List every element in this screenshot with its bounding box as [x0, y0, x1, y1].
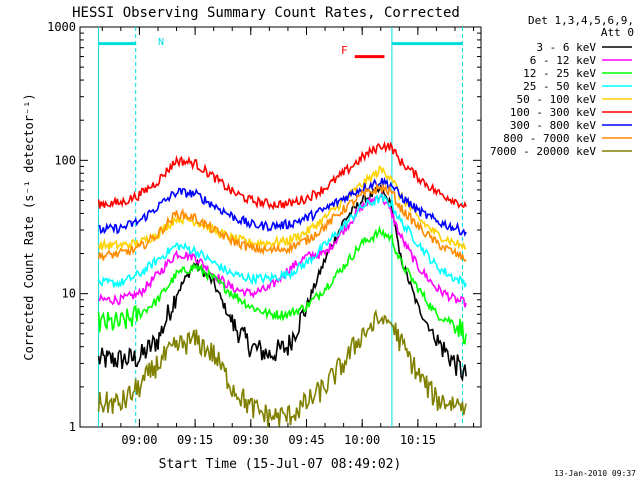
y-axis-label: Corrected Count Rate (s⁻¹ detector⁻¹): [22, 93, 36, 360]
series-line-6: [98, 176, 467, 237]
y-tick-label: 1000: [47, 20, 76, 34]
legend-label-8: 7000 - 20000 keV: [490, 145, 596, 158]
x-axis-label: Start Time (15-Jul-07 08:49:02): [159, 457, 402, 472]
chart-title: HESSI Observing Summary Count Rates, Cor…: [72, 5, 460, 21]
y-tick-label: 10: [62, 287, 76, 301]
legend-label-4: 50 - 100 keV: [517, 93, 597, 106]
series-line-7: [97, 182, 467, 263]
legend-label-1: 6 - 12 keV: [530, 54, 597, 67]
y-tick-label: 100: [54, 153, 76, 167]
legend-label-0: 3 - 6 keV: [536, 41, 596, 54]
series-line-2: [97, 225, 467, 345]
legend-label-7: 800 - 7000 keV: [503, 132, 596, 145]
x-tick-label: 09:30: [233, 433, 269, 447]
series-layer: [97, 140, 467, 428]
legend-label-3: 25 - 50 keV: [523, 80, 596, 93]
footer-timestamp: 13-Jan-2010 09:37: [554, 469, 636, 478]
legend-label-2: 12 - 25 keV: [523, 67, 596, 80]
legend-label-6: 300 - 800 keV: [510, 119, 596, 132]
y-tick-label: 1: [69, 420, 76, 434]
flare-marker-label: F: [341, 44, 348, 57]
legend-title-line1: Det 1,3,4,5,6,9,: [528, 14, 634, 27]
series-line-3: [97, 193, 467, 289]
series-line-8: [97, 308, 467, 428]
x-tick-label: 09:15: [177, 433, 213, 447]
x-tick-label: 09:45: [288, 433, 324, 447]
x-tick-label: 10:15: [400, 433, 436, 447]
legend-label-5: 100 - 300 keV: [510, 106, 596, 119]
x-tick-label: 09:00: [121, 433, 157, 447]
series-line-5: [97, 140, 467, 211]
legend-title-line2: Att 0: [601, 26, 634, 39]
x-tick-label: 10:00: [344, 433, 380, 447]
y-axis: 1 10 100 1000: [47, 20, 481, 434]
x-axis: 09:00 09:15 09:30 09:45 10:00 10:15: [101, 27, 475, 447]
night-marker-label: N: [158, 37, 164, 48]
